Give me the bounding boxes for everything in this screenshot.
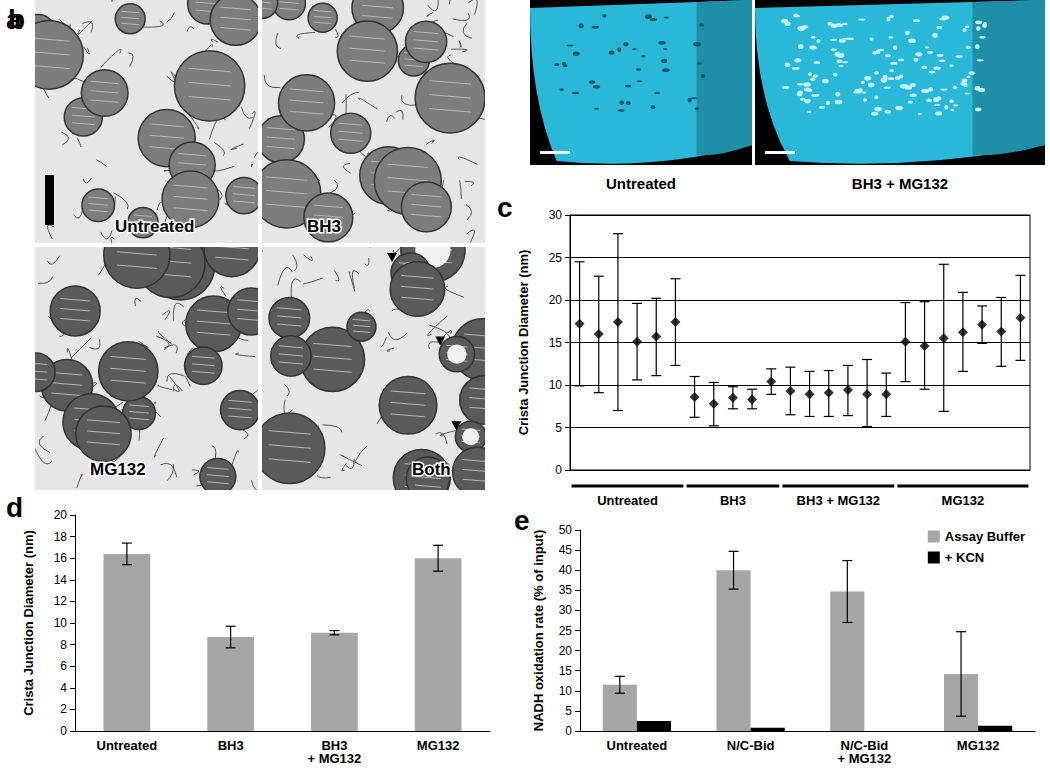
svg-text:8: 8 [60,638,67,652]
svg-text:BH3 + MG132: BH3 + MG132 [852,175,948,192]
svg-text:5: 5 [555,421,562,435]
svg-text:20: 20 [559,644,573,658]
svg-text:Crista Junction Diameter (nm): Crista Junction Diameter (nm) [21,530,36,716]
svg-text:Untreated: Untreated [597,493,658,508]
svg-text:Untreated: Untreated [115,217,194,236]
html-text:a: a [6,4,22,35]
svg-text:Untreated: Untreated [97,738,158,753]
svg-text:40: 40 [559,563,573,577]
svg-text:15: 15 [549,336,563,350]
svg-text:20: 20 [549,293,563,307]
html-text:b: b [8,4,26,35]
svg-text:15: 15 [559,664,573,678]
svg-text:MG132: MG132 [942,493,985,508]
svg-text:BH3: BH3 [720,493,746,508]
svg-text:MG132: MG132 [90,460,146,479]
svg-text:35: 35 [559,583,573,597]
svg-text:MG132: MG132 [417,738,460,753]
svg-text:10: 10 [549,378,563,392]
svg-text:10: 10 [54,616,68,630]
svg-text:0: 0 [60,724,67,738]
svg-text:4: 4 [60,681,67,695]
svg-text:20: 20 [54,508,68,522]
svg-text:+ MG132: + MG132 [307,751,361,766]
svg-text:0: 0 [555,463,562,477]
html-text:d: d [6,492,24,523]
svg-text:12: 12 [54,594,68,608]
svg-text:MG132: MG132 [957,738,1000,753]
svg-text:Both: Both [412,460,451,479]
svg-text:10: 10 [559,684,573,698]
svg-text:BH3: BH3 [307,217,341,236]
svg-text:BH3: BH3 [218,738,244,753]
svg-text:16: 16 [54,551,68,565]
svg-text:6: 6 [60,659,67,673]
svg-text:50: 50 [559,523,573,537]
svg-text:+ KCN: + KCN [945,550,984,565]
html-text:c: c [497,192,513,223]
svg-text:NADH oxidation rate (% of inpu: NADH oxidation rate (% of input) [531,530,546,732]
svg-text:25: 25 [549,251,563,265]
svg-text:14: 14 [54,573,68,587]
svg-text:Untreated: Untreated [607,738,668,753]
svg-text:N/C-Bid: N/C-Bid [840,738,889,753]
svg-text:N/C-Bid: N/C-Bid [727,738,775,753]
svg-text:Crista Junction Diameter (nm): Crista Junction Diameter (nm) [516,250,531,436]
svg-text:25: 25 [559,624,573,638]
svg-text:2: 2 [60,702,67,716]
svg-text:0: 0 [565,724,572,738]
svg-text:BH3: BH3 [321,738,348,753]
svg-text:Untreated: Untreated [606,175,676,192]
svg-text:45: 45 [559,543,573,557]
html-text:e: e [514,505,530,536]
svg-text:5: 5 [565,704,572,718]
svg-text:+ MG132: + MG132 [837,751,891,766]
svg-text:BH3 + MG132: BH3 + MG132 [797,493,880,508]
svg-text:18: 18 [54,530,68,544]
svg-text:30: 30 [559,603,573,617]
svg-text:30: 30 [549,208,563,222]
svg-text:Assay Buffer: Assay Buffer [945,529,1025,544]
